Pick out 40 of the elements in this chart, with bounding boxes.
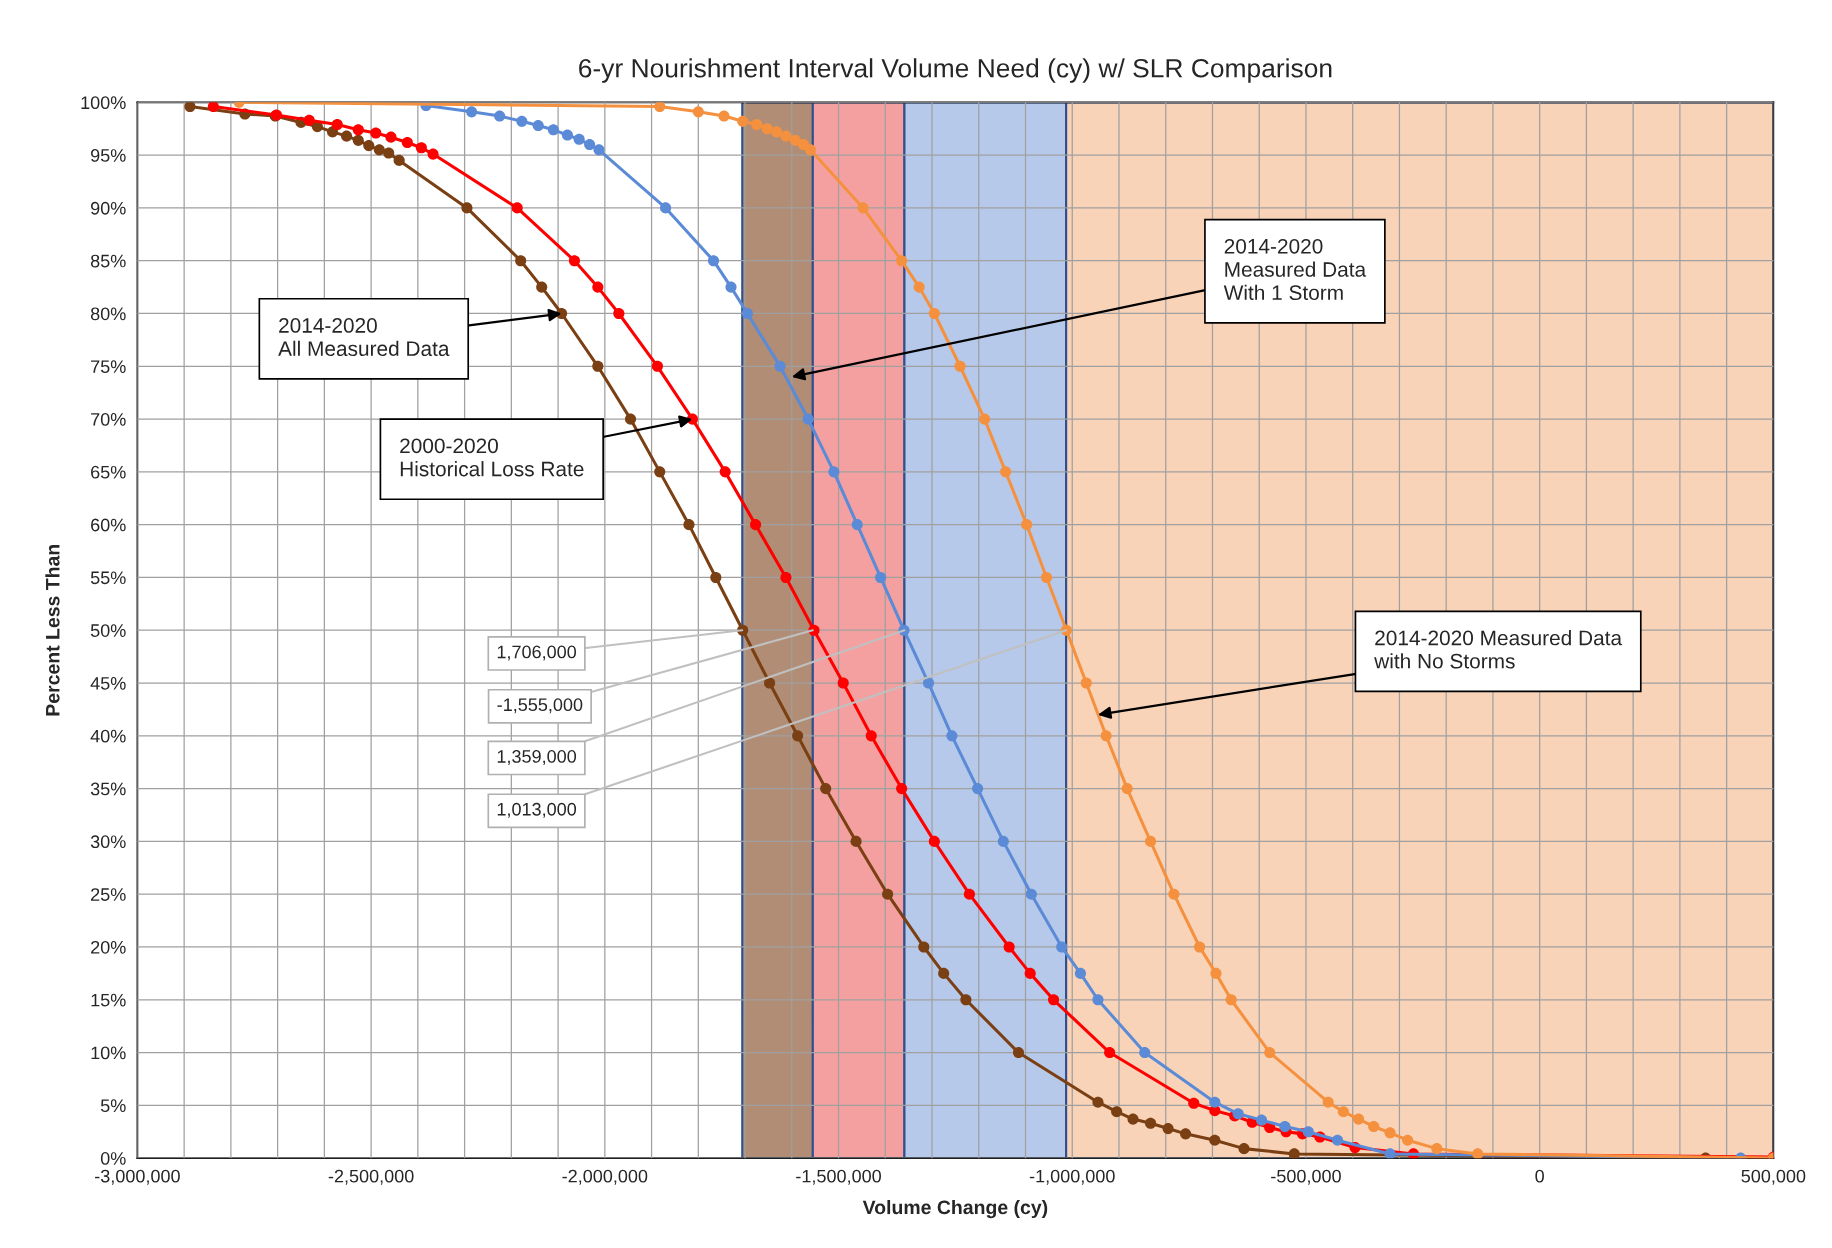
y-tick-label: 65%	[91, 465, 126, 479]
x-tick-label: -2,000,000	[562, 1169, 648, 1185]
y-tick-label: 60%	[91, 518, 126, 532]
y-tick-label: 50%	[90, 624, 126, 637]
x-tick-label: -1,000,000	[1029, 1169, 1115, 1185]
x-tick-label: -500,000	[1271, 1169, 1341, 1185]
y-tick-label: 100%	[81, 96, 126, 110]
annotation: 1,013,000	[497, 802, 577, 818]
y-tick-label: 0%	[100, 1152, 126, 1165]
chart-title: 6-yr Nourishment Interval Volume Need (cy) w/ SLR Comparison	[579, 58, 1332, 83]
annotation: 2014-2020 Measured Data with No Storms	[1374, 630, 1623, 669]
y-tick-label: 75%	[91, 360, 126, 374]
y-tick-label: 80%	[90, 307, 126, 321]
y-tick-label: 25%	[91, 888, 126, 901]
x-tick-label: 500,000	[1741, 1169, 1806, 1185]
y-tick-label: 55%	[90, 571, 126, 585]
y-tick-label: 95%	[91, 149, 126, 162]
annotation: 1,706,000	[497, 645, 577, 661]
annotation: -1,555,000	[497, 698, 583, 714]
y-tick-label: 5%	[100, 1099, 126, 1113]
annotation: 2014-2020 All Measured Data	[278, 318, 450, 357]
y-tick-label: 90%	[91, 201, 126, 215]
x-tick-label: -2,500,000	[328, 1169, 414, 1185]
annotation: 2014-2020 Measured Data With 1 Storm	[1223, 238, 1367, 301]
x-axis-title: Volume Change (cy)	[862, 1199, 1048, 1219]
y-tick-label: 70%	[91, 413, 126, 426]
y-tick-label: 10%	[91, 1046, 126, 1060]
y-axis-title: Percent Less Than	[45, 544, 60, 716]
y-tick-label: 30%	[90, 835, 126, 849]
annotation: 1,359,000	[497, 750, 577, 765]
y-tick-label: 15%	[91, 993, 126, 1007]
x-tick-label: 0	[1535, 1169, 1544, 1183]
x-tick-label: -3,000,000	[95, 1169, 180, 1185]
x-tick-label: -1,500,000	[796, 1169, 881, 1185]
y-tick-label: 40%	[90, 729, 126, 743]
y-tick-label: 20%	[91, 940, 126, 954]
y-tick-label: 45%	[90, 677, 126, 690]
y-tick-label: 35%	[90, 782, 126, 796]
y-tick-label: 85%	[90, 254, 126, 268]
annotation: 2000-2020 Historical Loss Rate	[400, 438, 584, 477]
